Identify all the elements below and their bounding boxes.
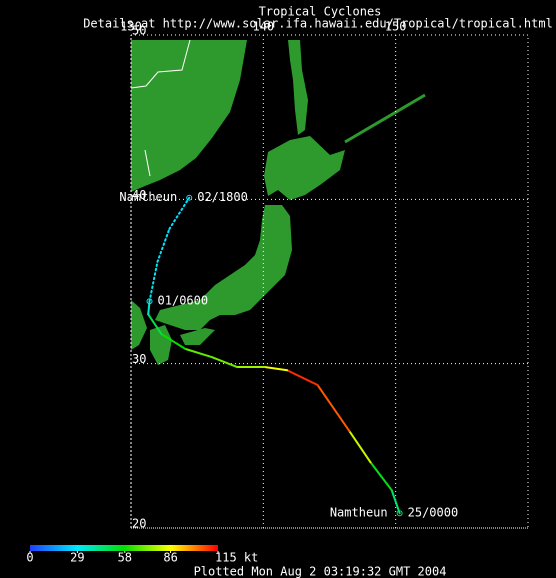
- storm-name: Namtheun: [119, 190, 177, 204]
- shikoku: [180, 328, 215, 345]
- plot-frame: [130, 34, 529, 529]
- track-segment: [369, 461, 393, 492]
- track-segment: [156, 227, 171, 263]
- track-segment: [168, 196, 191, 230]
- subtitle: Details at http://www.solar.ifa.hawaii.e…: [83, 17, 553, 31]
- colorbar-label: 29: [70, 551, 84, 565]
- track-point: [146, 298, 153, 305]
- land: [130, 39, 426, 365]
- track-segment: [147, 313, 163, 336]
- colorbar: [30, 545, 218, 551]
- lon-label: 140: [252, 20, 274, 34]
- track-segment: [390, 489, 401, 515]
- colorbar-label: 115 kt: [215, 551, 258, 565]
- track-segment: [263, 365, 289, 372]
- time-label: 02/1800: [197, 190, 248, 204]
- kyushu: [150, 325, 172, 365]
- storm-track: [147, 196, 401, 515]
- track-segment: [210, 356, 238, 368]
- title: Tropical Cyclones: [259, 5, 382, 19]
- track-segment: [348, 430, 372, 464]
- track-segment: [316, 384, 351, 433]
- track-point: [396, 510, 403, 517]
- track-segment: [160, 333, 187, 350]
- sakhalin: [288, 40, 308, 135]
- lat-label: 20: [132, 517, 146, 531]
- colorbar-label: 86: [163, 551, 177, 565]
- track-point: [186, 194, 193, 201]
- track-segment: [286, 369, 319, 387]
- kuril-islands: [344, 93, 426, 144]
- lat-label: 50: [132, 24, 146, 38]
- time-label: 01/0600: [158, 294, 209, 308]
- border: [130, 39, 191, 177]
- lon-label: 130: [120, 20, 142, 34]
- time-label: 25/0000: [408, 506, 459, 520]
- track-segment: [184, 347, 213, 359]
- track-segment: [148, 260, 159, 303]
- korea: [131, 300, 147, 350]
- lat-label: 40: [132, 188, 146, 202]
- honshu: [155, 205, 292, 330]
- footer: Plotted Mon Aug 2 03:19:32 GMT 2004: [194, 565, 447, 578]
- mainland-asia: [131, 40, 247, 192]
- colorbar-label: 58: [118, 551, 132, 565]
- hokkaido: [264, 136, 345, 200]
- colorbar-label: 0: [26, 551, 33, 565]
- lon-label: 150: [385, 20, 407, 34]
- lat-label: 30: [132, 352, 146, 366]
- storm-name: Namtheun: [330, 506, 388, 520]
